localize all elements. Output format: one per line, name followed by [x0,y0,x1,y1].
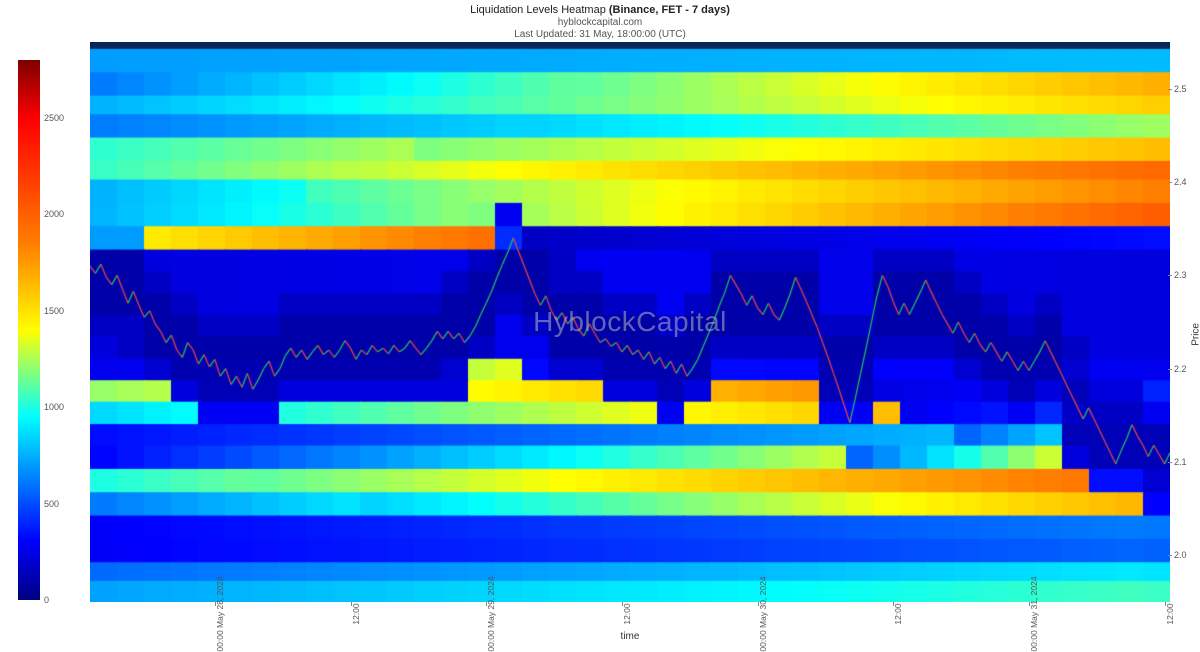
title-bold: (Binance, FET - 7 days) [609,4,730,16]
colorbar-tick: 0 [44,595,49,605]
y-tick: 2.1 [1172,457,1187,467]
title-line3: Last Updated: 31 May, 18:00:00 (UTC) [0,29,1200,41]
x-tick-label: 00:00 May 29, 2024 [486,576,496,651]
price-line-canvas [90,42,1170,602]
y-tick: 2.3 [1172,270,1187,280]
colorbar-tick: 1500 [44,306,64,316]
x-tick-label: 00:00 May 28, 2024 [215,576,225,651]
y-tick: 2.0 [1172,550,1187,560]
colorbar-tick: 1000 [44,402,64,412]
y-tick: 2.4 [1172,177,1187,187]
chart-title: Liquidation Levels Heatmap (Binance, FET… [0,4,1200,41]
colorbar [18,60,40,600]
x-tick-label: 00:00 May 30, 2024 [758,576,768,651]
x-tick-label: 12:00 [351,603,361,624]
x-tick-label: 12:00 [1165,603,1175,624]
x-axis-label: time [621,631,640,642]
x-tick-label: 00:00 May 31, 2024 [1029,576,1039,651]
y-tick: 2.5 [1172,84,1187,94]
colorbar-ticks: 05001000150020002500 [44,60,74,600]
colorbar-tick: 2000 [44,209,64,219]
x-tick-label: 12:00 [893,603,903,624]
colorbar-tick: 500 [44,499,59,509]
x-axis: time 00:00 May 28, 202412:0000:00 May 29… [90,604,1170,644]
y-axis-label: Price [1191,323,1200,346]
x-tick-label: 12:00 [622,603,632,624]
title-line2: hyblockcapital.com [0,17,1200,29]
y-tick: 2.2 [1172,364,1187,374]
title-prefix: Liquidation Levels Heatmap [470,4,609,16]
plot-area: HyblockCapital [90,42,1170,602]
title-line1: Liquidation Levels Heatmap (Binance, FET… [0,4,1200,17]
colorbar-tick: 2500 [44,113,64,123]
